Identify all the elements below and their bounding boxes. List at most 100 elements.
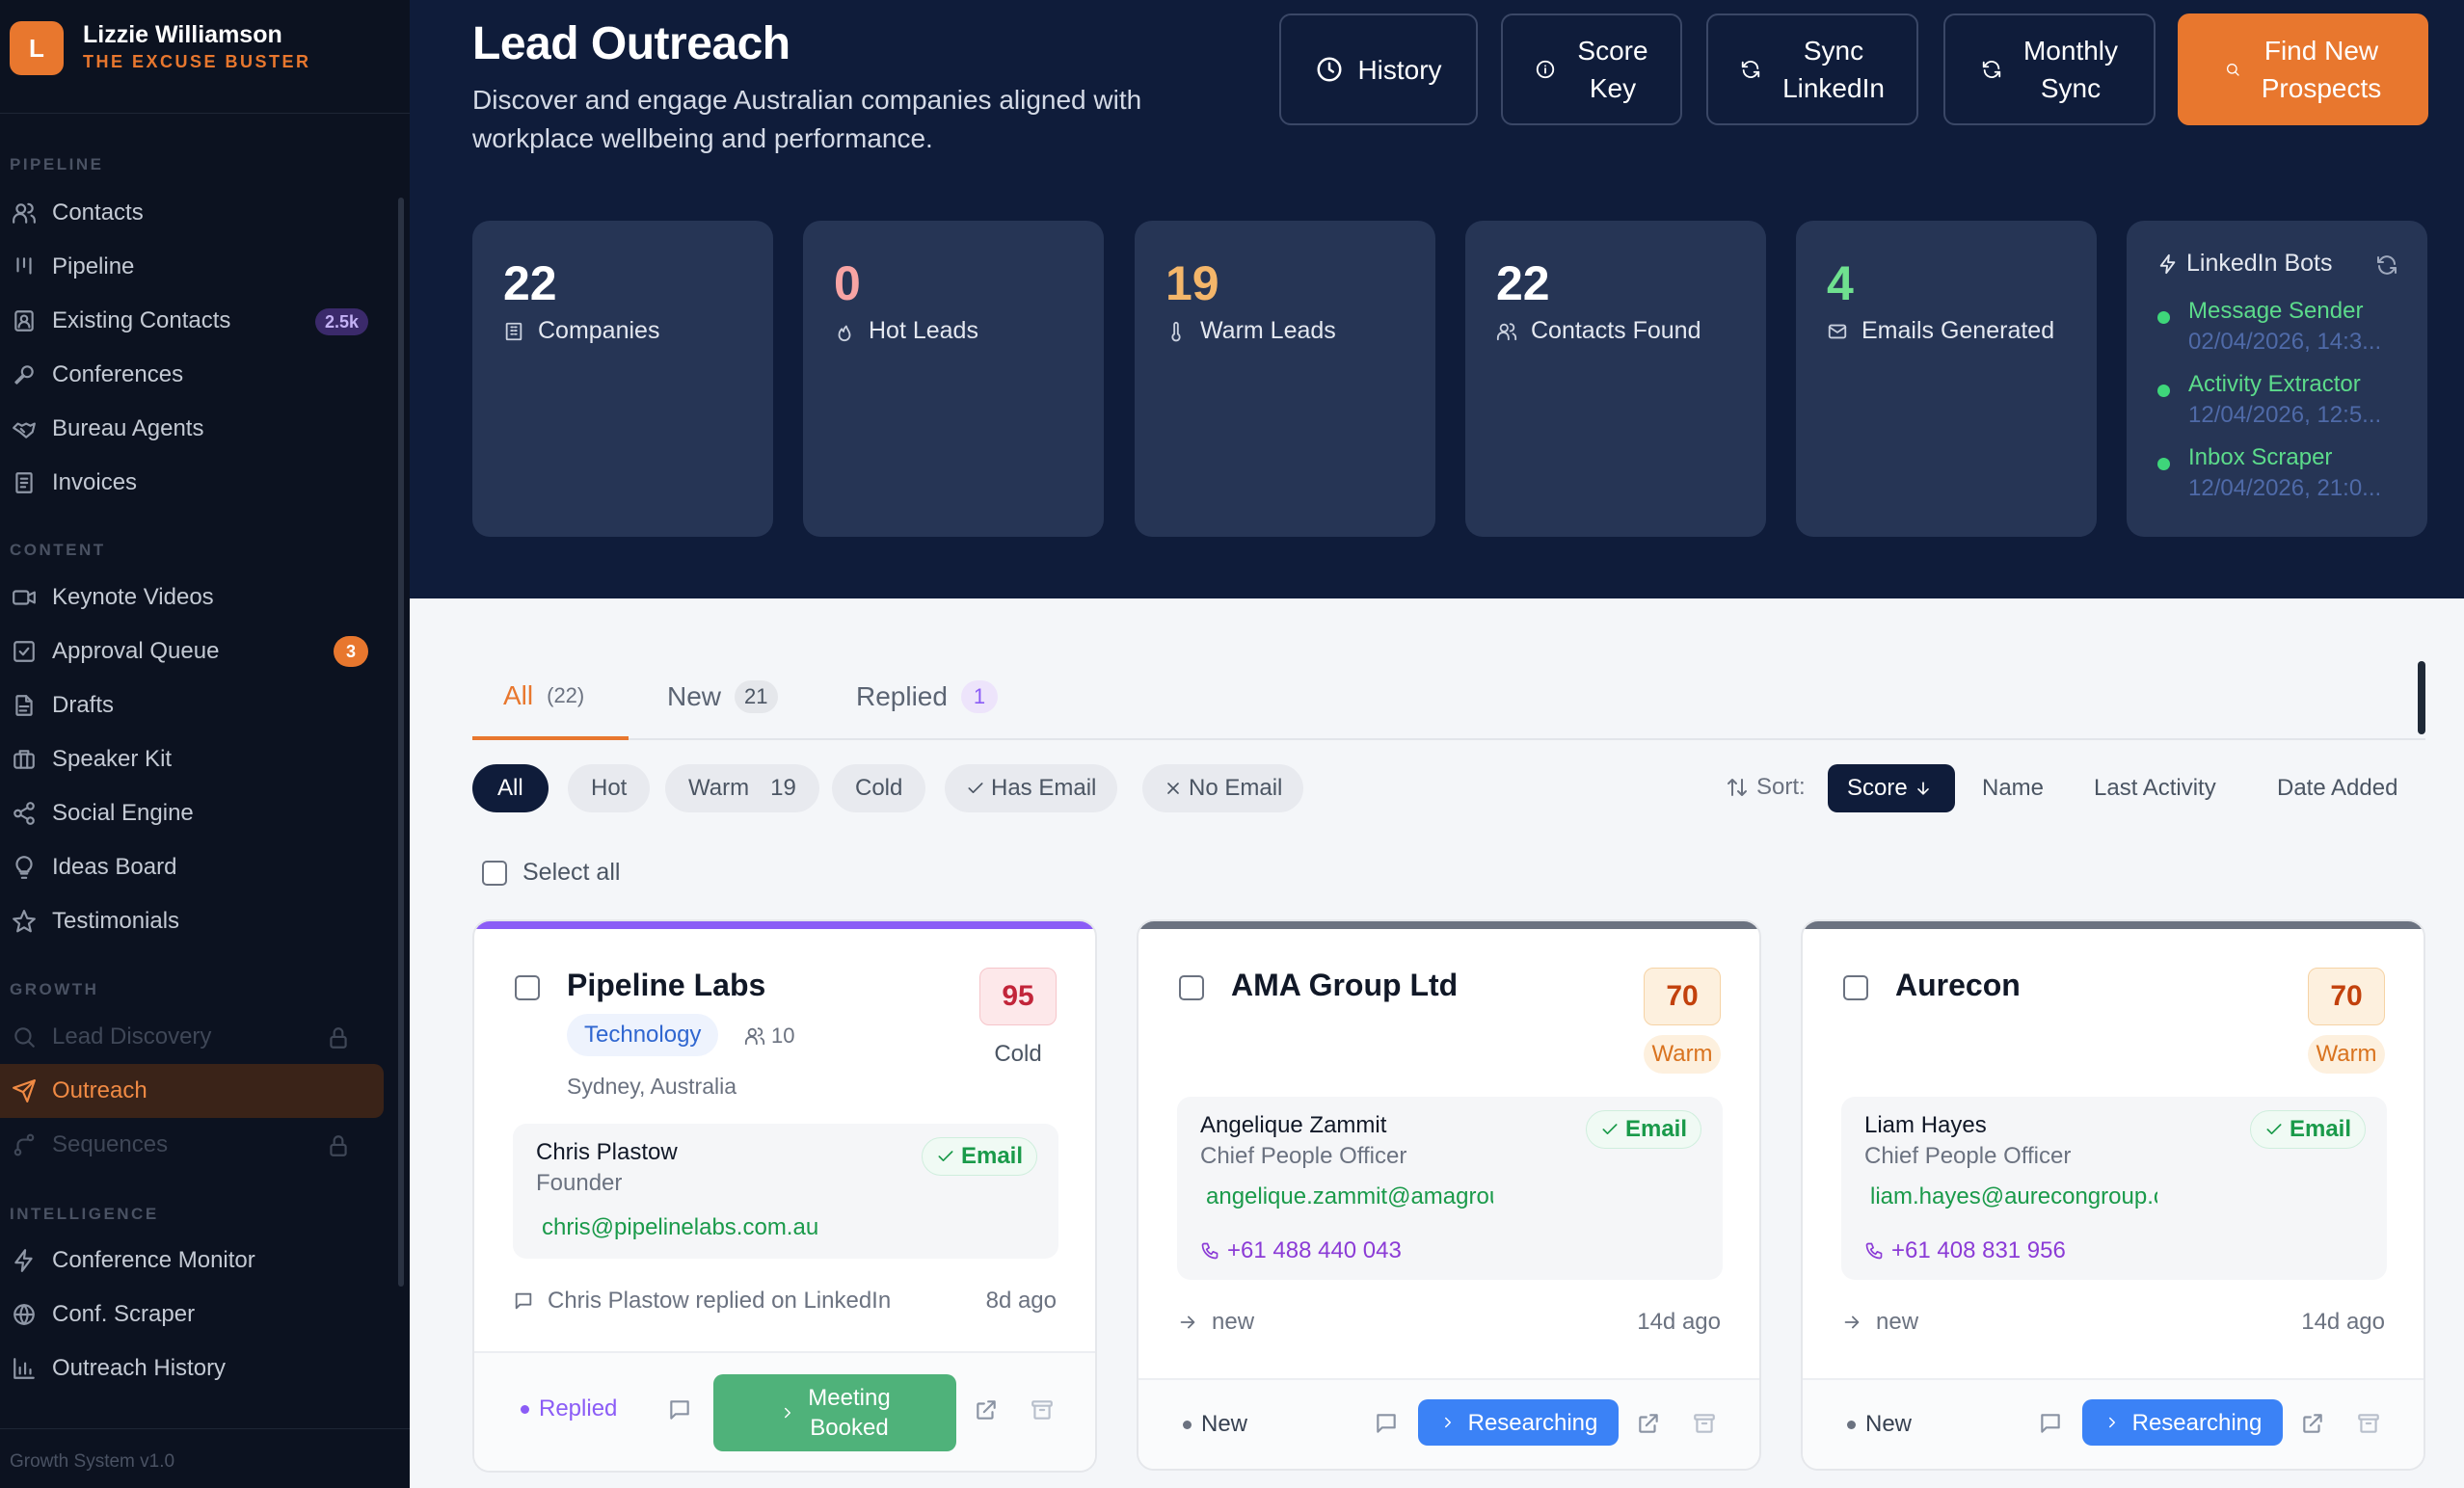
external-link-icon[interactable] [974,1397,999,1422]
filter-cold[interactable]: Cold [832,764,926,812]
thermometer-icon [1165,321,1187,342]
filter-warm[interactable]: Warm 19 [665,764,819,812]
archive-icon[interactable] [2356,1411,2381,1436]
tab-all[interactable]: All (22) [503,680,584,711]
tab-new[interactable]: New 21 [667,680,778,713]
refresh-icon[interactable] [2375,253,2398,277]
select-all-checkbox[interactable] [482,860,507,886]
contact-phone[interactable]: +61 488 440 043 [1200,1237,1402,1264]
location: Sydney, Australia [567,1074,737,1099]
last-activity: new [1177,1309,1254,1336]
version-text: Growth System v1.0 [10,1451,175,1472]
sidebar-item-drafts[interactable]: Drafts [0,678,384,732]
bot-time: 12/04/2026, 12:5... [2188,402,2382,428]
sidebar-item-conf-scraper[interactable]: Conf. Scraper [0,1288,384,1342]
sidebar-item-label: Conferences [52,361,184,387]
sort-date-added[interactable]: Date Added [2277,775,2398,801]
sidebar-item-approval-queue[interactable]: Approval Queue 3 [0,624,384,678]
sidebar-item-contacts[interactable]: Contacts [0,186,384,240]
company-card[interactable]: AMA Group Ltd 70 Warm Angelique Zammit C… [1137,919,1761,1471]
score-key-button[interactable]: Score Key [1501,13,1682,125]
status-dot [2157,385,2170,397]
external-link-icon[interactable] [2300,1411,2325,1436]
company-name[interactable]: Aurecon [1895,968,2021,1002]
company-card[interactable]: Pipeline Labs 95 Cold Technology 10 Sydn… [472,919,1097,1473]
stage-button[interactable]: Meeting Booked [713,1374,956,1451]
sidebar-item-pipeline[interactable]: Pipeline [0,240,384,294]
sort-icon [1726,776,1749,799]
archive-icon[interactable] [1030,1397,1055,1422]
sidebar-scrollbar[interactable] [398,198,404,1287]
card-checkbox[interactable] [515,975,540,1000]
note-icon[interactable] [1374,1411,1399,1436]
sidebar-item-speaker-kit[interactable]: Speaker Kit [0,732,384,786]
note-icon[interactable] [2038,1411,2063,1436]
contact-email[interactable]: liam.hayes@aurecongroup.com [1870,1183,2157,1209]
sidebar-item-outreach-history[interactable]: Outreach History [0,1342,384,1395]
company-card[interactable]: Aurecon 70 Warm Liam Hayes Chief People … [1801,919,2425,1471]
lightbulb-icon [12,855,37,880]
history-button[interactable]: History [1279,13,1478,125]
stat-value: 19 [1165,256,1219,310]
filter-all[interactable]: All [472,764,549,812]
sidebar-item-invoices[interactable]: Invoices [0,456,384,510]
sidebar-item-outreach[interactable]: Outreach [0,1064,384,1118]
contact-box: Liam Hayes Chief People Officer liam.hay… [1841,1097,2387,1280]
sidebar-item-social-engine[interactable]: Social Engine [0,786,384,840]
select-all[interactable]: Select all [482,859,620,887]
sidebar-item-keynote-videos[interactable]: Keynote Videos [0,571,384,624]
brand-logo: L [10,21,64,75]
last-activity: Chris Plastow replied on LinkedIn [513,1288,891,1315]
sort-score[interactable]: Score [1828,764,1955,812]
sidebar-item-bureau-agents[interactable]: Bureau Agents [0,402,384,456]
filter-no-email[interactable]: No Email [1142,764,1304,812]
stage-button[interactable]: Researching [2082,1399,2283,1446]
card-footer: Replied Meeting Booked [474,1351,1095,1471]
sidebar-item-label: Outreach [52,1077,147,1103]
sidebar-item-conferences[interactable]: Conferences [0,348,384,402]
find-new-prospects-button[interactable]: Find New Prospects [2178,13,2428,125]
contact-email[interactable]: angelique.zammit@amagroupltd.com [1206,1183,1493,1209]
sidebar-item-ideas-board[interactable]: Ideas Board [0,840,384,894]
phone-icon [1864,1241,1884,1261]
sidebar-item-label: Contacts [52,199,144,226]
stage-button[interactable]: Researching [1418,1399,1619,1446]
activity-time: 8d ago [985,1288,1057,1314]
card-checkbox[interactable] [1179,975,1204,1000]
email-badge: Email [2249,1110,2366,1149]
status-dot [2157,458,2170,470]
count-badge: 2.5k [314,308,368,335]
contact-email[interactable]: chris@pipelinelabs.com.au [542,1214,819,1240]
message-icon [513,1290,534,1312]
card-checkbox[interactable] [1843,975,1868,1000]
sidebar-item-testimonials[interactable]: Testimonials [0,894,384,948]
sync-linkedin-button[interactable]: Sync LinkedIn [1706,13,1918,125]
sort-last-activity[interactable]: Last Activity [2094,775,2216,801]
archive-icon[interactable] [1692,1411,1717,1436]
filter-has-email[interactable]: Has Email [945,764,1118,812]
monthly-sync-button[interactable]: Monthly Sync [1943,13,2156,125]
sidebar-item-label: Outreach History [52,1355,227,1381]
content-scrollbar[interactable] [2418,661,2425,734]
company-name[interactable]: Pipeline Labs [567,968,766,1002]
sidebar-item-label: Conference Monitor [52,1247,255,1273]
contact-phone[interactable]: +61 408 831 956 [1864,1237,2066,1264]
stat-value: 22 [503,256,557,310]
sidebar-item-conference-monitor[interactable]: Conference Monitor [0,1234,384,1288]
sidebar-item-lead-discovery[interactable]: Lead Discovery [0,1010,384,1064]
page-title: Lead Outreach [472,18,790,69]
filter-hot[interactable]: Hot [568,764,651,812]
sidebar-item-existing-contacts[interactable]: Existing Contacts 2.5k [0,294,384,348]
tab-replied[interactable]: Replied 1 [856,680,998,713]
button-label: History [1357,54,1442,85]
send-icon [12,1078,37,1103]
stat-card-contacts-found: 22 Contacts Found [1465,221,1766,537]
note-icon[interactable] [667,1397,692,1422]
chevron-right-icon [779,1404,796,1422]
external-link-icon[interactable] [1636,1411,1661,1436]
sort-label: Sort: [1726,774,1806,801]
sidebar-item-sequences[interactable]: Sequences [0,1118,384,1172]
company-name[interactable]: AMA Group Ltd [1231,968,1459,1002]
brand-tagline: THE EXCUSE BUSTER [83,52,311,71]
sort-name[interactable]: Name [1982,775,2045,801]
